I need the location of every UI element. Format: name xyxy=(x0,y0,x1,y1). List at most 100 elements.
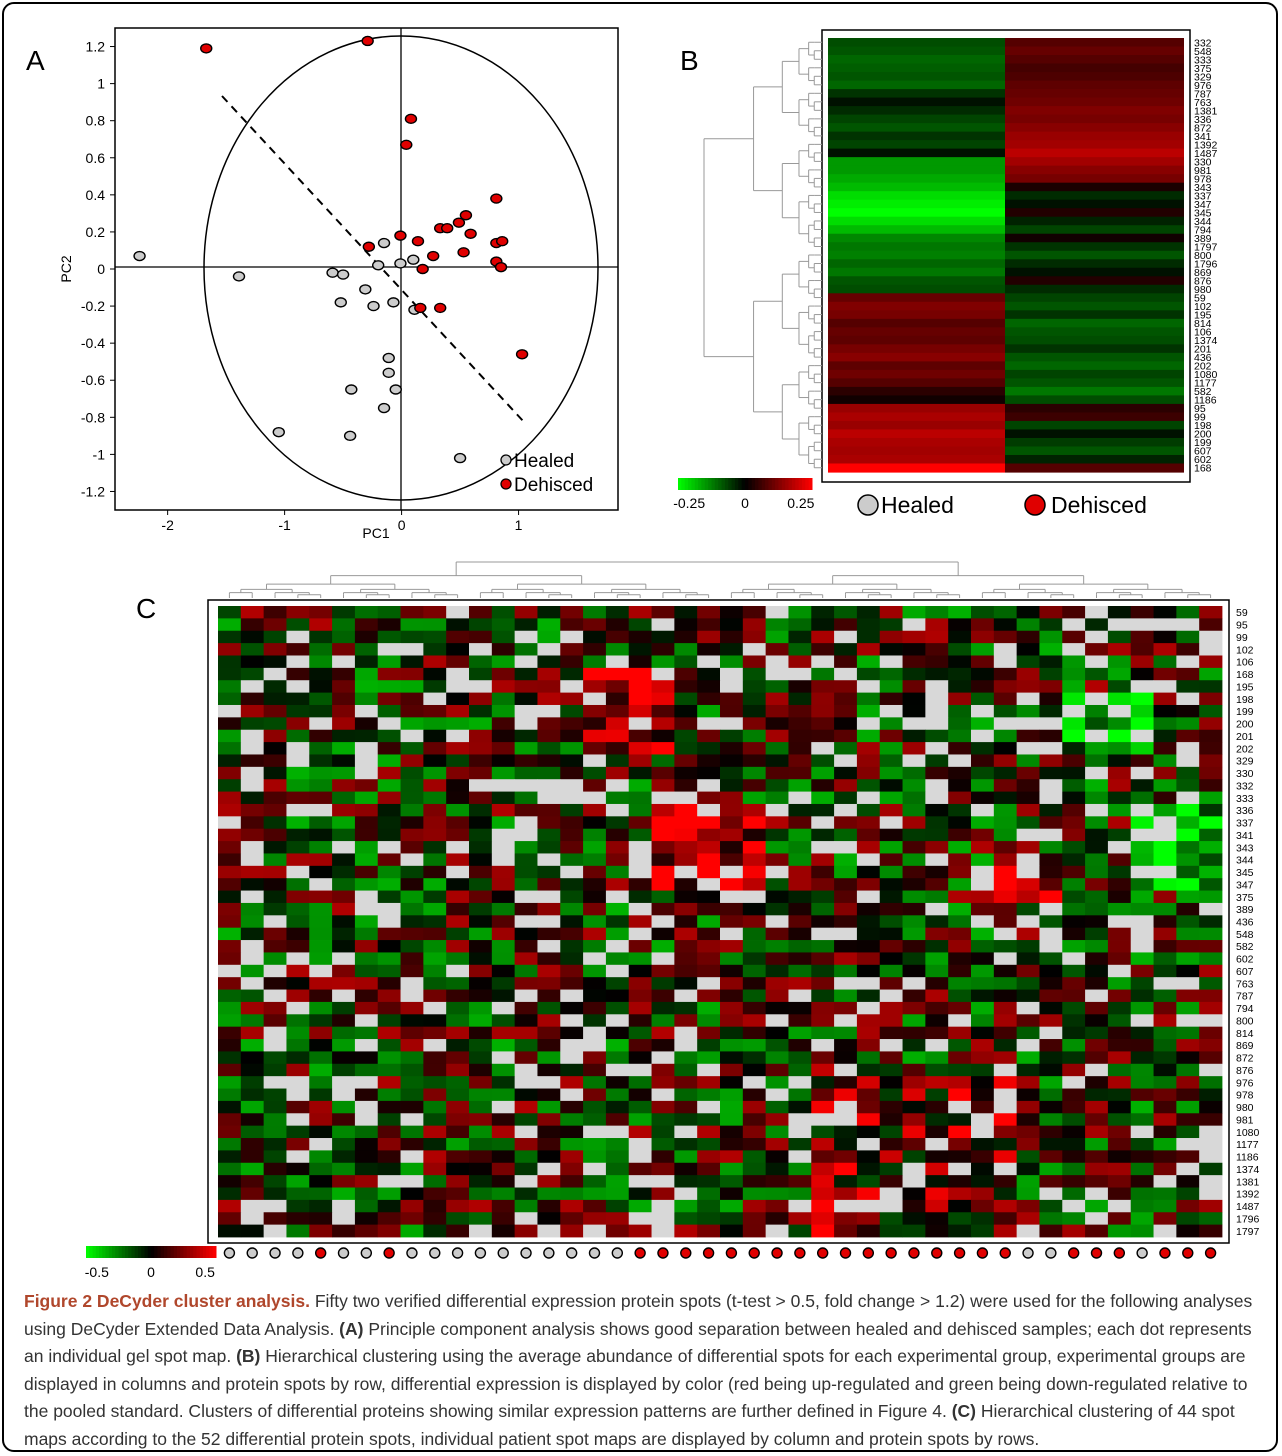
spot-map-heatmap-cell xyxy=(697,865,721,879)
spot-map-row-label: 199 xyxy=(1236,706,1254,718)
spot-map-heatmap-cell xyxy=(788,1199,812,1213)
spot-map-heatmap-cell xyxy=(332,791,356,805)
spot-map-heatmap-cell xyxy=(993,1113,1018,1127)
spot-map-heatmap-cell xyxy=(560,655,584,669)
spot-map-heatmap-cell xyxy=(1085,1014,1109,1028)
spot-map-heatmap-cell xyxy=(902,1014,926,1028)
spot-map-heatmap-cell xyxy=(309,1175,333,1188)
spot-map-heatmap-cell xyxy=(446,1051,470,1065)
spot-map-group-marker-dehisced xyxy=(1159,1247,1171,1259)
spot-map-heatmap-cell xyxy=(971,742,995,755)
spot-map-heatmap-cell xyxy=(537,1088,561,1102)
spot-map-heatmap-cell xyxy=(605,766,630,780)
spot-map-heatmap-cell xyxy=(537,865,561,879)
spot-map-heatmap-cell xyxy=(218,1199,242,1213)
spot-map-heatmap-cell xyxy=(788,704,812,718)
spot-map-heatmap-cell xyxy=(856,791,881,805)
spot-map-heatmap-cell xyxy=(1199,902,1223,916)
spot-map-heatmap-cell xyxy=(856,1076,881,1089)
spot-map-heatmap-cell xyxy=(400,1175,424,1188)
spot-map-heatmap-cell xyxy=(1107,692,1132,706)
spot-map-heatmap-cell xyxy=(765,816,789,830)
spot-map-heatmap-cell xyxy=(1062,742,1086,755)
spot-map-heatmap-cell xyxy=(583,940,607,953)
group-heatmap-row-label: 872 xyxy=(1194,122,1212,134)
group-colorbar-segment xyxy=(711,478,716,490)
spot-map-heatmap-cell xyxy=(605,1051,630,1065)
spot-map-heatmap-cell xyxy=(948,704,972,718)
spot-map-group-marker-healed xyxy=(1045,1247,1057,1259)
spot-map-heatmap-cell xyxy=(309,853,333,867)
spot-map-heatmap-cell xyxy=(332,915,356,929)
spot-map-heatmap-cell xyxy=(286,643,310,656)
spot-map-heatmap-cell xyxy=(1199,618,1223,632)
spot-map-heatmap-cell xyxy=(1107,606,1132,619)
spot-map-heatmap-cell xyxy=(1107,1187,1132,1201)
spot-map-heatmap-cell xyxy=(537,1162,561,1176)
spot-map-heatmap-cell xyxy=(879,704,903,718)
group-heatmap: 3325483333753299767877631381336872341139… xyxy=(673,29,1218,518)
spot-map-heatmap-cell xyxy=(1107,964,1132,978)
spot-map-heatmap-cell xyxy=(400,1039,424,1052)
spot-map-heatmap-cell xyxy=(651,803,675,817)
spot-map-heatmap-cell xyxy=(446,779,470,792)
spot-map-heatmap-cell xyxy=(879,1001,903,1015)
spot-map-heatmap-cell xyxy=(560,779,584,792)
spot-map-heatmap-cell xyxy=(1107,828,1132,842)
spot-map-heatmap-cell xyxy=(1016,742,1040,755)
spot-map-heatmap-cell xyxy=(697,977,721,990)
spot-map-heatmap-cell xyxy=(788,977,812,990)
spot-map-heatmap-cell xyxy=(446,940,470,953)
spot-map-heatmap-cell xyxy=(628,667,652,681)
spot-map-heatmap-cell xyxy=(400,1014,424,1028)
spot-map-heatmap-cell xyxy=(605,816,630,830)
spot-map-heatmap-cell xyxy=(377,1014,401,1028)
spot-map-heatmap-cell xyxy=(286,1113,310,1127)
spot-map-heatmap-cell xyxy=(971,606,995,619)
spot-map-heatmap-cell xyxy=(332,717,356,731)
spot-map-heatmap-cell xyxy=(834,742,858,755)
spot-map-heatmap-cell xyxy=(1039,1076,1063,1089)
spot-map-heatmap-cell xyxy=(697,1100,721,1114)
spot-map-heatmap-cell xyxy=(971,618,995,632)
spot-map-heatmap-cell xyxy=(1176,890,1200,904)
spot-map-heatmap-cell xyxy=(1176,1175,1200,1188)
spot-map-heatmap-cell xyxy=(469,655,493,669)
spot-map-heatmap-cell xyxy=(1176,618,1200,632)
spot-map-heatmap-cell xyxy=(1016,927,1040,941)
spot-map-heatmap-cell xyxy=(1130,803,1154,817)
spot-map-heatmap-cell xyxy=(1062,952,1086,966)
spot-map-heatmap-cell xyxy=(628,630,652,644)
spot-map-heatmap-frame xyxy=(207,599,1230,1244)
group-colorbar-segment xyxy=(808,478,813,490)
spot-map-heatmap-cell xyxy=(674,655,698,669)
spot-map-heatmap-cell xyxy=(834,841,858,854)
spot-map-heatmap-cell xyxy=(263,791,287,805)
spot-map-heatmap-cell xyxy=(925,643,949,656)
spot-map-heatmap-cell xyxy=(902,915,926,929)
spot-map-heatmap-cell xyxy=(697,902,721,916)
spot-map-heatmap-cell xyxy=(856,779,881,792)
spot-map-heatmap-cell xyxy=(537,1014,561,1028)
spot-map-heatmap-cell xyxy=(1062,618,1086,632)
spot-map-heatmap-cell xyxy=(1085,1076,1109,1089)
spot-map-heatmap-cell xyxy=(1062,1014,1086,1028)
spot-map-colorbar-segment xyxy=(209,1246,214,1258)
spot-map-heatmap-cell xyxy=(720,1187,744,1201)
spot-map-heatmap-cell xyxy=(697,890,721,904)
spot-map-heatmap-cell xyxy=(1199,1076,1223,1089)
spot-map-heatmap-cell xyxy=(354,692,379,706)
spot-map-heatmap-cell xyxy=(218,766,242,780)
spot-map-heatmap-cell xyxy=(925,1224,949,1238)
spot-map-row-label: 548 xyxy=(1236,929,1254,941)
spot-map-heatmap-cell xyxy=(583,779,607,792)
spot-map-heatmap-cell xyxy=(902,803,926,817)
spot-map-heatmap-cell xyxy=(856,1051,881,1065)
spot-map-heatmap-cell xyxy=(697,964,721,978)
group-heatmap-cell xyxy=(1005,182,1184,192)
spot-map-heatmap-cell xyxy=(674,1138,698,1151)
spot-map-heatmap-cell xyxy=(240,989,265,1003)
spot-map-group-marker-dehisced xyxy=(771,1247,783,1259)
spot-map-heatmap-cell xyxy=(742,618,767,632)
spot-map-heatmap-cell xyxy=(811,1150,835,1164)
